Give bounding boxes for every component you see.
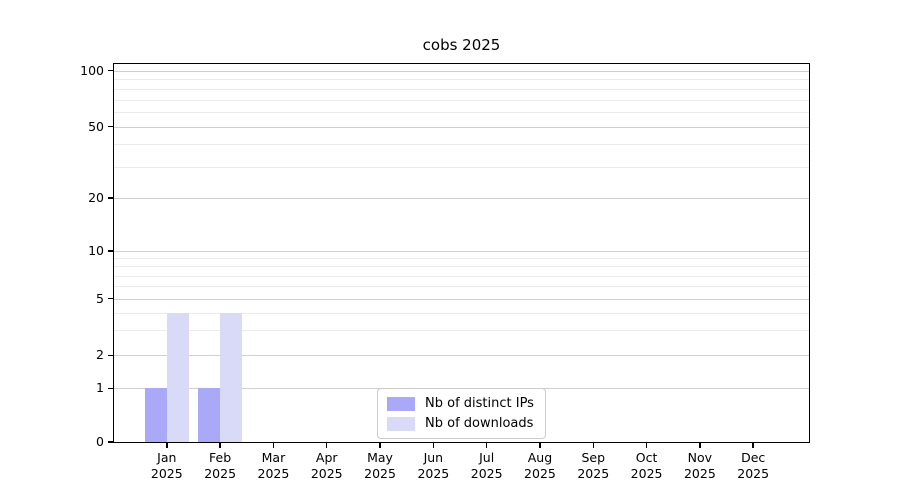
major-gridline: [114, 70, 809, 72]
y-tick-mark: [108, 250, 114, 252]
legend-item-distinct-ips: Nb of distinct IPs: [387, 396, 534, 411]
major-gridline: [114, 298, 809, 300]
x-tick-mark: [485, 442, 488, 448]
x-tick-mark: [752, 442, 754, 448]
y-tick-mark: [108, 298, 114, 300]
x-tick-mark: [326, 442, 328, 448]
major-gridline: [114, 355, 809, 357]
y-tick-label: 100: [80, 62, 104, 78]
y-tick-mark: [108, 70, 114, 72]
y-tick-label: 2: [96, 347, 104, 363]
minor-gridline: [114, 266, 809, 268]
minor-gridline: [114, 144, 809, 146]
minor-gridline: [114, 166, 809, 168]
x-tick-mark: [166, 442, 168, 448]
x-tick-mark: [272, 442, 275, 448]
legend: Nb of distinct IPs Nb of downloads: [377, 388, 546, 439]
x-tick-mark: [432, 442, 435, 448]
bar-nb-of-distinct-ips-jan: [144, 388, 167, 442]
x-tick-label-feb: Feb 2025: [204, 450, 237, 482]
y-tick-label: 0: [96, 434, 104, 449]
y-tick-label: 5: [96, 290, 104, 306]
bar-nb-of-downloads-feb: [220, 312, 243, 442]
minor-gridline: [114, 312, 809, 314]
plot-area: Nb of distinct IPs Nb of downloads 0 1 2 5 1…: [80, 63, 810, 481]
x-tick-label-apr: Apr 2025: [310, 450, 343, 482]
minor-gridline: [114, 286, 809, 288]
legend-label-distinct-ips: Nb of distinct IPs: [425, 396, 534, 411]
x-tick-label-jul: Jul 2025: [470, 450, 503, 482]
x-tick-label-sep: Sep 2025: [577, 450, 610, 482]
bar-nb-of-distinct-ips-feb: [198, 388, 221, 442]
y-tick-mark: [108, 354, 114, 357]
x-tick-label-oct: Oct 2025: [630, 450, 663, 482]
minor-gridline: [114, 88, 809, 90]
y-tick-label: 20: [88, 190, 104, 206]
legend-swatch-distinct-ips: [387, 396, 415, 411]
y-tick-mark: [108, 441, 114, 443]
minor-gridline: [114, 258, 809, 260]
minor-gridline: [114, 112, 809, 114]
legend-label-downloads: Nb of downloads: [425, 416, 534, 431]
minor-gridline: [114, 330, 809, 332]
major-gridline: [114, 251, 809, 253]
bar-nb-of-downloads-jan: [166, 312, 189, 442]
y-tick-mark: [108, 387, 114, 389]
y-tick-label: 50: [88, 118, 104, 134]
legend-item-downloads: Nb of downloads: [387, 416, 534, 431]
x-tick-mark: [592, 442, 594, 448]
x-tick-label-mar: Mar 2025: [257, 450, 290, 482]
y-tick-mark: [108, 126, 114, 128]
x-tick-mark: [379, 442, 381, 448]
y-tick-label: 10: [88, 243, 104, 259]
x-tick-label-aug: Aug 2025: [524, 450, 556, 482]
legend-swatch-downloads: [387, 416, 415, 431]
minor-gridline: [114, 275, 809, 277]
minor-gridline: [114, 99, 809, 101]
chart-title: cobs 2025: [422, 36, 501, 54]
y-tick-label: 1: [96, 380, 104, 396]
x-tick-label-dec: Dec 2025: [737, 450, 770, 482]
minor-gridline: [114, 79, 809, 81]
x-tick-label-nov: Nov 2025: [683, 450, 716, 482]
major-gridline: [114, 198, 809, 200]
x-tick-mark: [645, 442, 648, 448]
x-tick-mark: [699, 442, 701, 448]
y-tick-mark: [108, 197, 114, 199]
major-gridline: [114, 126, 809, 128]
x-tick-mark: [219, 442, 221, 448]
x-tick-mark: [539, 442, 541, 448]
x-tick-label-jun: Jun 2025: [417, 450, 450, 482]
x-tick-label-may: May 2025: [364, 450, 396, 482]
x-tick-label-jan: Jan 2025: [150, 450, 183, 482]
